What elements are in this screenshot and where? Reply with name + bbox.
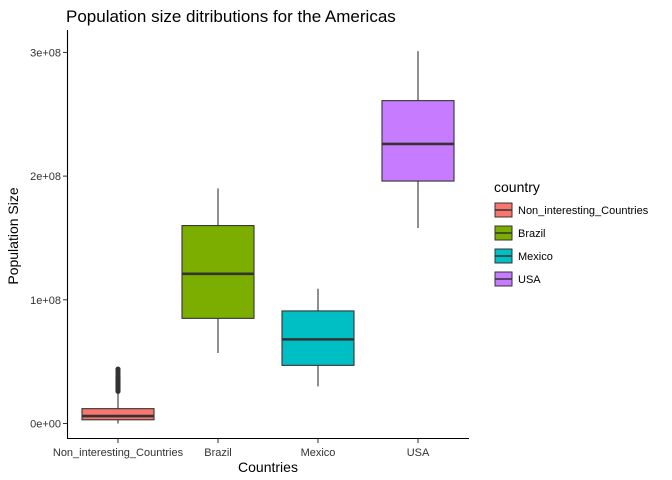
y-axis-title: Population Size	[5, 187, 21, 285]
y-axis-ticks: 0e+00 1e+08 2e+08 3e+08	[30, 47, 67, 431]
x-tick-label: USA	[407, 447, 430, 459]
x-tick-label: Brazil	[204, 447, 232, 459]
x-axis-ticks: Non_interesting_Countries Brazil Mexico USA	[53, 439, 430, 459]
box-mexico	[281, 288, 355, 387]
legend-label: Brazil	[518, 228, 546, 240]
box-brazil	[181, 188, 255, 353]
legend: country Non_interesting_Countries Brazil M…	[494, 179, 649, 287]
x-tick-label: Mexico	[301, 447, 336, 459]
box-non-interesting-countries	[81, 366, 155, 424]
box-iqr	[381, 100, 455, 182]
outlier-point	[115, 366, 121, 372]
y-tick-label: 2e+08	[30, 171, 61, 183]
legend-label: Mexico	[518, 251, 553, 263]
y-tick-label: 0e+00	[30, 419, 61, 431]
legend-label: USA	[518, 274, 541, 286]
box-usa	[381, 51, 455, 229]
plot-area	[81, 51, 455, 424]
chart-title: Population size ditributions for the Ame…	[66, 7, 396, 26]
box-iqr	[81, 408, 155, 421]
x-axis-title: Countries	[238, 459, 298, 475]
legend-item-usa: USA	[494, 271, 541, 287]
box-iqr	[181, 225, 255, 319]
y-tick-label: 1e+08	[30, 295, 61, 307]
legend-item-mexico: Mexico	[494, 248, 553, 264]
legend-title: country	[494, 179, 540, 195]
x-tick-label: Non_interesting_Countries	[53, 447, 184, 459]
legend-item-non-interesting-countries: Non_interesting_Countries	[494, 202, 649, 218]
legend-item-brazil: Brazil	[494, 225, 546, 241]
y-tick-label: 3e+08	[30, 47, 61, 59]
legend-label: Non_interesting_Countries	[518, 205, 649, 217]
